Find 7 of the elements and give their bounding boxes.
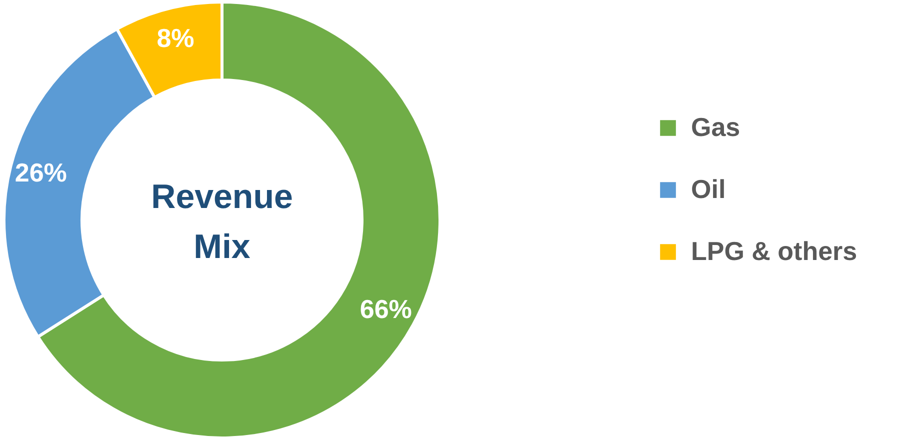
legend-label: LPG & others [691,236,858,266]
data-label: 66% [360,294,412,324]
legend-label: Gas [691,112,740,142]
text: Revenue Mix [151,178,293,266]
data-label: 8% [156,22,194,53]
data-label: 26% [14,157,67,188]
legend-label: Oil [691,174,726,204]
